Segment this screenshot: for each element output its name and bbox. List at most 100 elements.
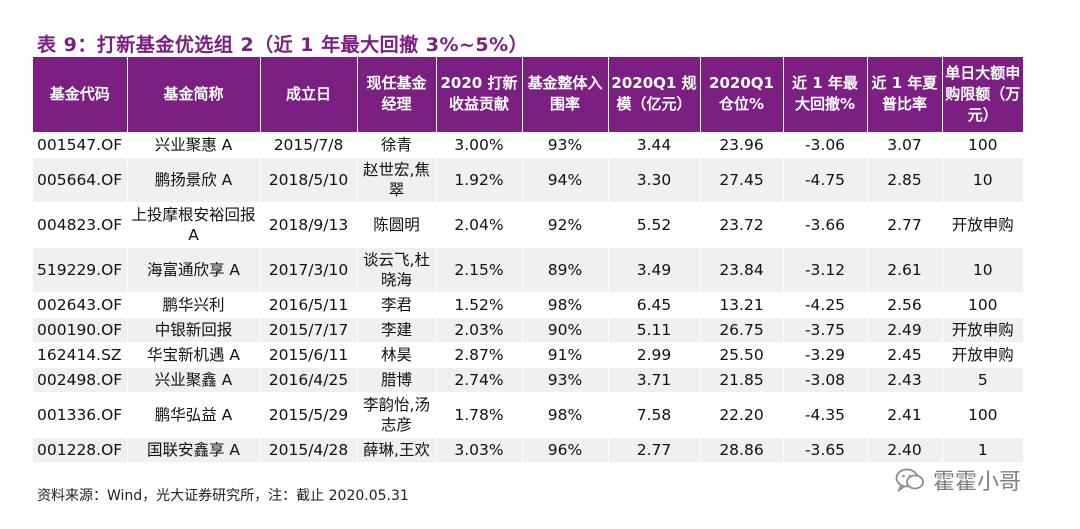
table-cell: 鹏华兴利 <box>127 291 261 317</box>
table-cell: 005664.OF <box>33 156 128 202</box>
table-cell: 23.96 <box>700 131 784 157</box>
table-cell: 李韵怡,汤志彦 <box>357 391 437 437</box>
table-cell: 开放申购 <box>942 316 1023 342</box>
table-cell: 10 <box>942 246 1023 292</box>
table-cell: 中银新回报 <box>127 316 261 342</box>
table-cell: 陈圆明 <box>357 201 437 247</box>
table-cell: 90% <box>522 316 609 342</box>
table-body: 001547.OF 兴业聚惠 A 2015/7/8 徐青 3.00% 93% 3.44 23.… <box>33 131 1023 462</box>
watermark: 霍霍小哥 <box>895 464 1021 496</box>
table-cell: 3.07 <box>867 131 943 157</box>
table-cell: 519229.OF <box>33 246 128 292</box>
table-cell: 2.77 <box>867 201 943 247</box>
table-cell: 2.85 <box>867 156 943 202</box>
table-cell: 2.15% <box>436 246 523 292</box>
table-cell: 26.75 <box>700 316 784 342</box>
table-cell: 98% <box>522 391 609 437</box>
table-cell: 002643.OF <box>33 291 128 317</box>
table-cell: -4.35 <box>783 391 868 437</box>
table-cell: 100 <box>942 131 1023 157</box>
table-row: 004823.OF 上投摩根安裕回报 A 2018/9/13 陈圆明 2.04% 92% 5… <box>33 201 1023 247</box>
table-cell: 92% <box>522 201 609 247</box>
column-header: 近 1 年最大回撤% <box>783 57 868 132</box>
table-cell: 薛琳,王欢 <box>357 436 437 462</box>
column-header: 2020 打新收益贡献 <box>436 57 523 132</box>
table-row: 001228.OF 国联安鑫享 A 2015/4/28 薛琳,王欢 3.03% 96% 2.… <box>33 436 1023 462</box>
table-cell: 谈云飞,杜晓海 <box>357 246 437 292</box>
table-cell: 2016/4/25 <box>260 366 358 392</box>
table-cell: 李建 <box>357 316 437 342</box>
table-cell: 001228.OF <box>33 436 128 462</box>
table-cell: -4.25 <box>783 291 868 317</box>
column-header: 基金代码 <box>33 57 128 132</box>
table-cell: 鹏扬景欣 A <box>127 156 261 202</box>
table-cell: 94% <box>522 156 609 202</box>
table-cell: 5 <box>942 366 1023 392</box>
table-cell: 2015/6/11 <box>260 341 358 367</box>
table-cell: 162414.SZ <box>33 341 128 367</box>
table-cell: 3.44 <box>608 131 701 157</box>
table-cell: 001336.OF <box>33 391 128 437</box>
table-cell: 开放申购 <box>942 201 1023 247</box>
table-row: 162414.SZ 华宝新机遇 A 2015/6/11 林昊 2.87% 91% 2.99 2… <box>33 341 1023 367</box>
table-cell: -4.75 <box>783 156 868 202</box>
table-cell: 徐青 <box>357 131 437 157</box>
table-cell: 华宝新机遇 A <box>127 341 261 367</box>
column-header: 单日大额申购限额（万元） <box>942 57 1023 132</box>
table-cell: 004823.OF <box>33 201 128 247</box>
wechat-icon <box>895 468 924 493</box>
table-cell: 2.41 <box>867 391 943 437</box>
table-cell: 3.30 <box>608 156 701 202</box>
table-row: 519229.OF 海富通欣享 A 2017/3/10 谈云飞,杜晓海 2.15% 89%… <box>33 246 1023 292</box>
table-cell: 10 <box>942 156 1023 202</box>
table-cell: 3.03% <box>436 436 523 462</box>
table-cell: -3.08 <box>783 366 868 392</box>
table-cell: 2.74% <box>436 366 523 392</box>
table-cell: 96% <box>522 436 609 462</box>
table-cell: 兴业聚鑫 A <box>127 366 261 392</box>
table-cell: 2015/7/8 <box>260 131 358 157</box>
table-cell: 2015/7/17 <box>260 316 358 342</box>
table-cell: 1 <box>942 436 1023 462</box>
table-cell: 2.87% <box>436 341 523 367</box>
table-cell: 27.45 <box>700 156 784 202</box>
column-header: 2020Q1 仓位% <box>700 57 784 132</box>
column-header: 成立日 <box>260 57 358 132</box>
table-cell: 2.61 <box>867 246 943 292</box>
table-cell: 100 <box>942 291 1023 317</box>
table-row: 005664.OF 鹏扬景欣 A 2018/5/10 赵世宏,焦翠 1.92% 94% 3.… <box>33 156 1023 202</box>
table-row: 000190.OF 中银新回报 2015/7/17 李建 2.03% 90% 5.11 26.… <box>33 316 1023 342</box>
table-cell: -3.65 <box>783 436 868 462</box>
table-cell: 2015/5/29 <box>260 391 358 437</box>
table-cell: 1.92% <box>436 156 523 202</box>
column-header: 现任基金经理 <box>357 57 437 132</box>
table-cell: 2.03% <box>436 316 523 342</box>
table-cell: 7.58 <box>608 391 701 437</box>
table-cell: 腊博 <box>357 366 437 392</box>
table-cell: -3.29 <box>783 341 868 367</box>
table-cell: 国联安鑫享 A <box>127 436 261 462</box>
table-cell: 2018/9/13 <box>260 201 358 247</box>
table-cell: 鹏华弘益 A <box>127 391 261 437</box>
table-cell: 000190.OF <box>33 316 128 342</box>
table-cell: 21.85 <box>700 366 784 392</box>
table-cell: -3.75 <box>783 316 868 342</box>
table-cell: 2015/4/28 <box>260 436 358 462</box>
table-cell: 2.56 <box>867 291 943 317</box>
column-header: 基金整体入围率 <box>522 57 609 132</box>
table-cell: 赵世宏,焦翠 <box>357 156 437 202</box>
table-cell: -3.12 <box>783 246 868 292</box>
table-cell: -3.66 <box>783 201 868 247</box>
table-cell: 3.00% <box>436 131 523 157</box>
table-cell: 2016/5/11 <box>260 291 358 317</box>
table-cell: 2.40 <box>867 436 943 462</box>
table-cell: 22.20 <box>700 391 784 437</box>
table-cell: 25.50 <box>700 341 784 367</box>
table-row: 001336.OF 鹏华弘益 A 2015/5/29 李韵怡,汤志彦 1.78% 98% 7… <box>33 391 1023 437</box>
table-row: 001547.OF 兴业聚惠 A 2015/7/8 徐青 3.00% 93% 3.44 23.… <box>33 131 1023 157</box>
table-cell: 002498.OF <box>33 366 128 392</box>
table-cell: 1.52% <box>436 291 523 317</box>
table-cell: 100 <box>942 391 1023 437</box>
table-cell: 2.49 <box>867 316 943 342</box>
table-cell: 001547.OF <box>33 131 128 157</box>
